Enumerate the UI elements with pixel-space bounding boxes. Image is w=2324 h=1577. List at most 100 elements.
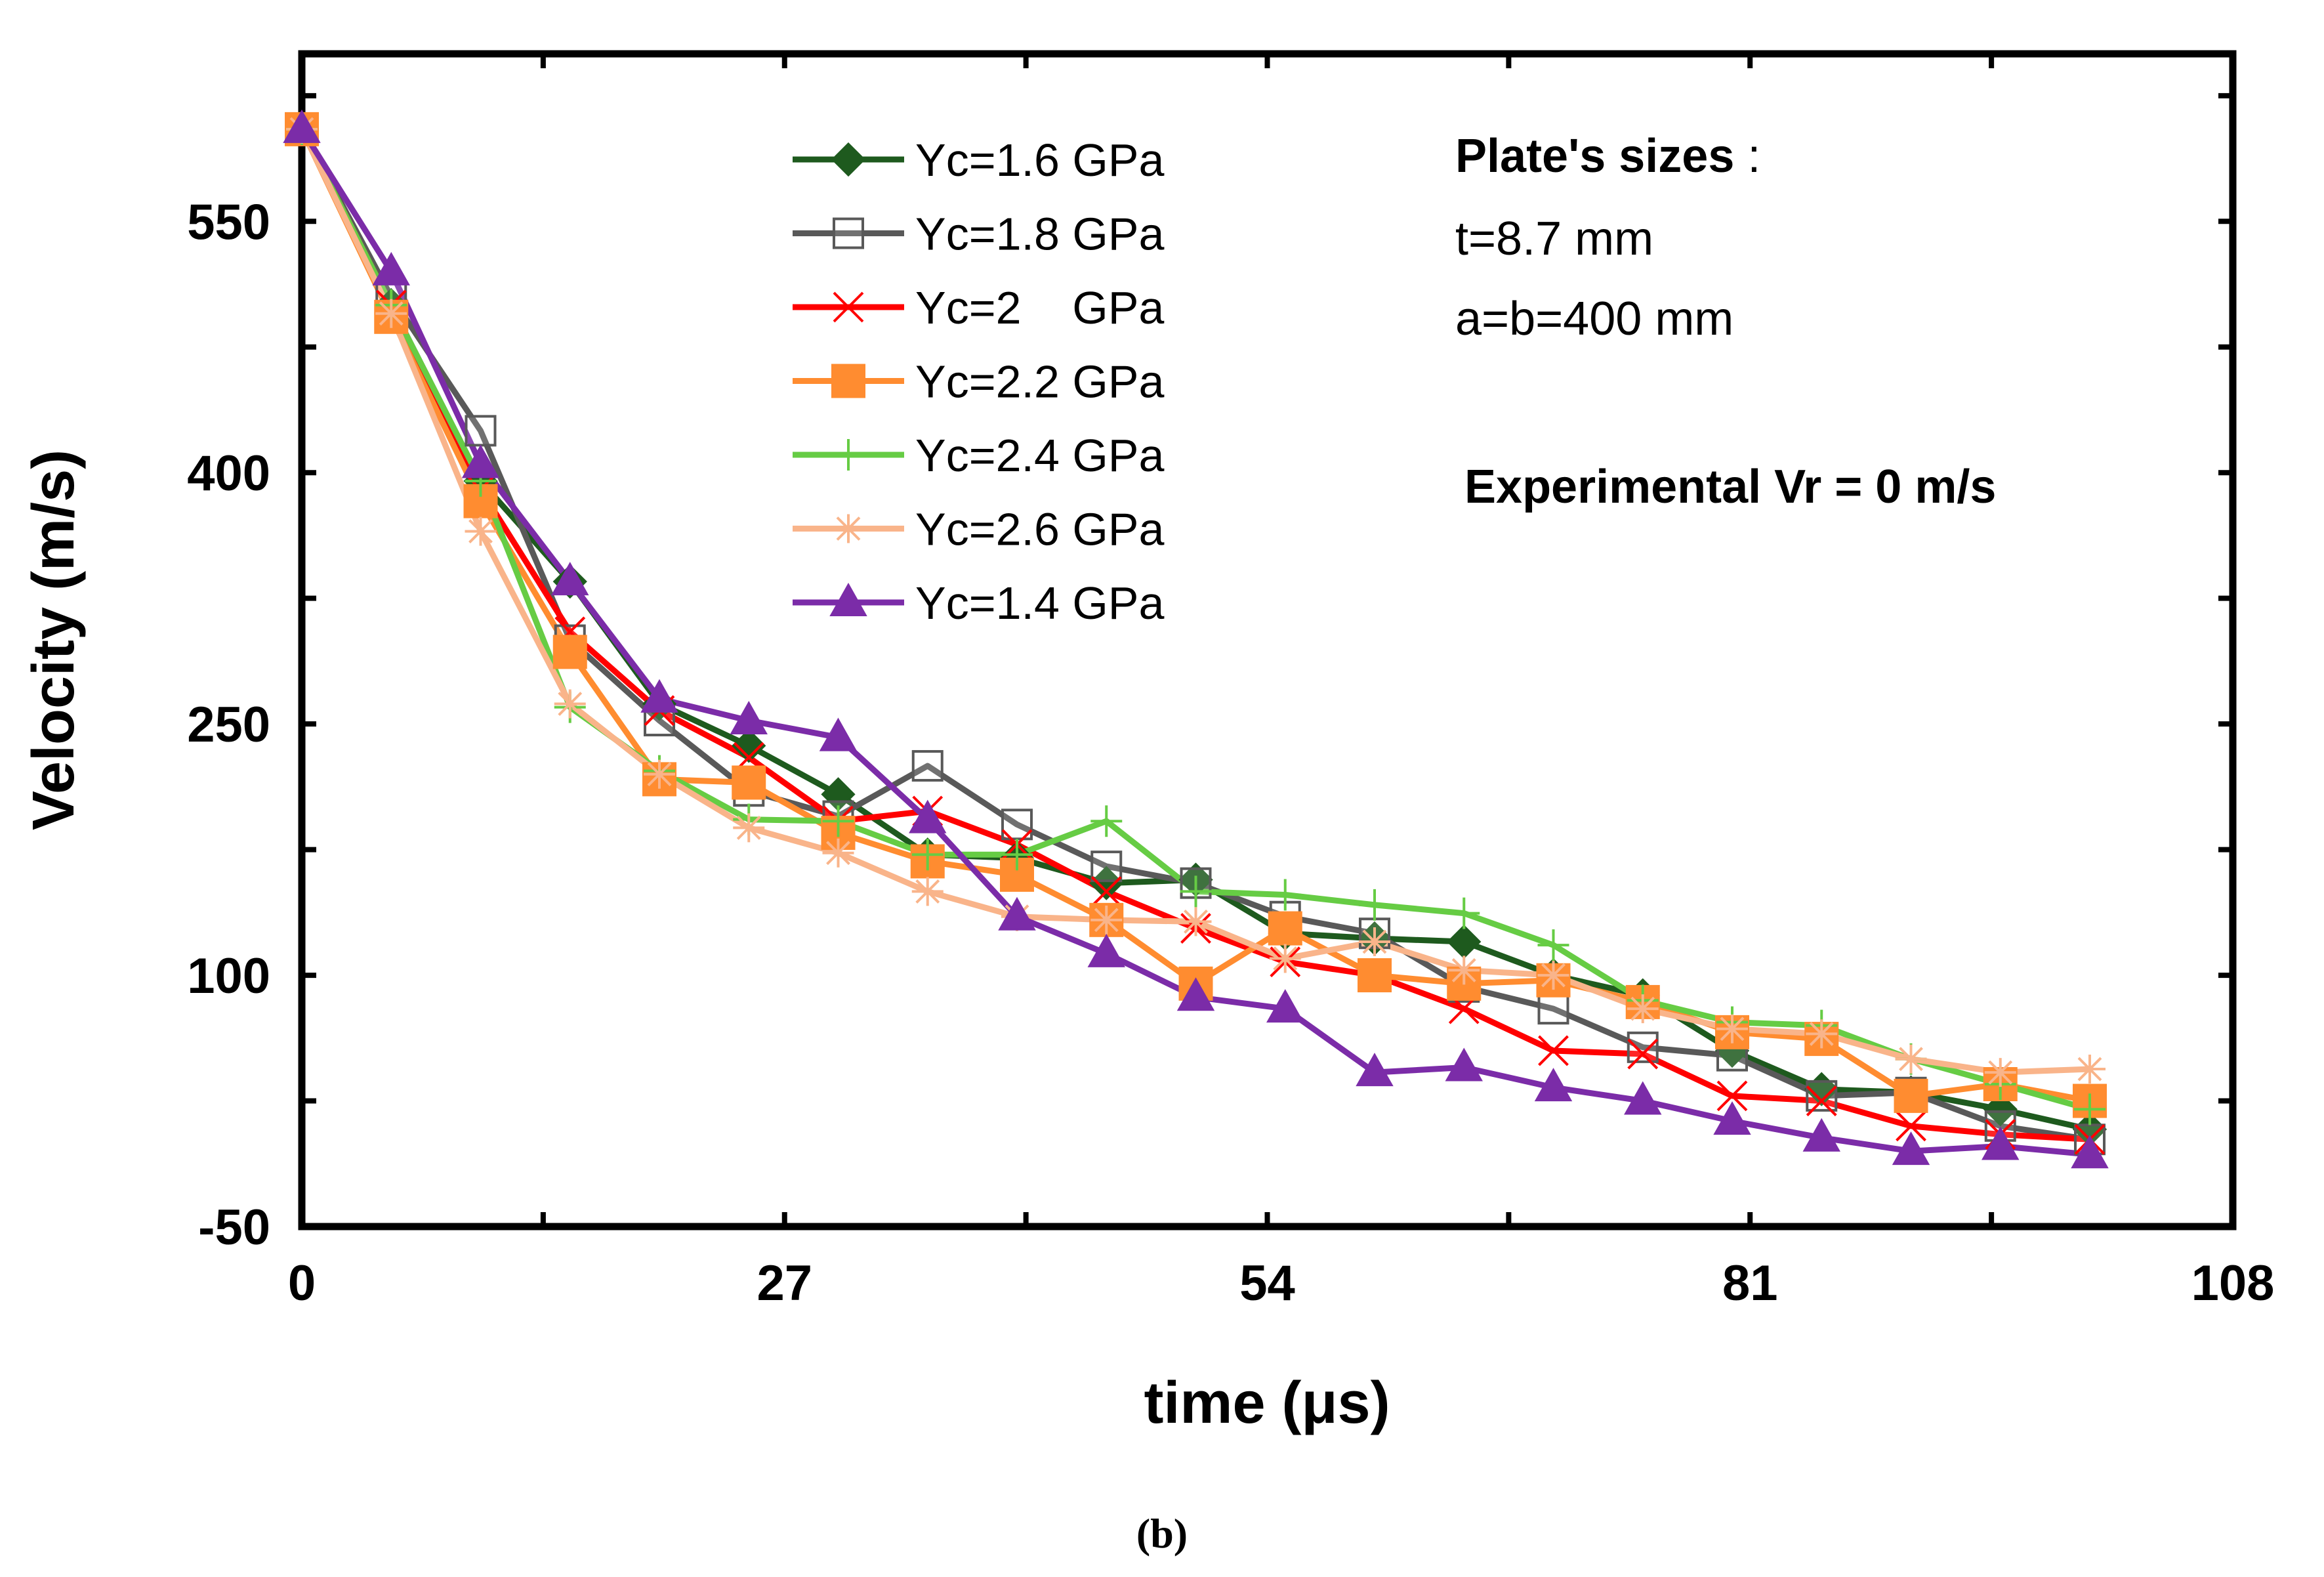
data-point bbox=[1087, 933, 1125, 967]
legend-label: Yc=1.8 GPa bbox=[915, 209, 1164, 260]
data-point bbox=[1806, 1085, 1837, 1116]
data-point bbox=[1445, 1047, 1483, 1082]
data-point bbox=[465, 415, 497, 447]
data-point bbox=[1802, 1118, 1840, 1152]
data-point bbox=[1269, 879, 1301, 911]
legend-marker bbox=[833, 514, 864, 543]
data-point bbox=[1624, 1081, 1662, 1115]
data-point bbox=[1627, 1038, 1659, 1070]
data-point bbox=[1896, 1110, 1926, 1142]
data-point bbox=[1448, 956, 1480, 985]
y-tick-label: 400 bbox=[187, 446, 270, 501]
data-point bbox=[1716, 1080, 1748, 1112]
data-point bbox=[1447, 924, 1482, 959]
y-axis-title: Velocity (m/s) bbox=[21, 450, 87, 830]
data-point bbox=[1359, 889, 1390, 921]
legend-marker bbox=[833, 217, 864, 249]
plate-dimensions: a=b=400 mm bbox=[1455, 293, 1733, 345]
x-tick-label: 54 bbox=[1239, 1255, 1295, 1311]
legend-marker bbox=[829, 582, 867, 616]
x-tick-labels: 0 27 54 81 108 bbox=[288, 1255, 2275, 1311]
legend-label: Yc=2.2 GPa bbox=[915, 356, 1164, 408]
data-point bbox=[1448, 897, 1480, 929]
data-point bbox=[461, 444, 500, 478]
legend-label: Yc=2.6 GPa bbox=[915, 504, 1164, 555]
data-point bbox=[1090, 876, 1122, 907]
x-tick-label: 0 bbox=[288, 1255, 316, 1311]
data-point bbox=[1090, 851, 1123, 883]
figure-caption: (b) bbox=[1136, 1510, 1188, 1557]
data-point bbox=[2071, 1135, 2109, 1169]
data-point bbox=[1892, 1131, 1930, 1166]
plate-sizes-title: Plate's sizes : bbox=[1455, 130, 1760, 182]
legend-label: Yc=1.6 GPa bbox=[915, 135, 1164, 186]
data-point bbox=[822, 805, 854, 837]
legend-marker bbox=[833, 291, 864, 323]
y-tick-label: 550 bbox=[187, 194, 270, 250]
data-point bbox=[1180, 875, 1212, 908]
data-point bbox=[1090, 905, 1123, 935]
data-point bbox=[1806, 1080, 1838, 1112]
data-point bbox=[732, 728, 766, 763]
data-point bbox=[1982, 1126, 2020, 1160]
data-point bbox=[372, 251, 410, 285]
series-line bbox=[299, 127, 2090, 1104]
data-point bbox=[1984, 1058, 2016, 1087]
legend-label: Yc=2.4 GPa bbox=[915, 430, 1164, 481]
data-point bbox=[1894, 1078, 1928, 1113]
data-point bbox=[644, 759, 675, 789]
data-point bbox=[909, 799, 947, 833]
legend-marker bbox=[831, 142, 866, 177]
data-point bbox=[1895, 1044, 1927, 1074]
data-point bbox=[1001, 839, 1033, 871]
plate-thickness: t=8.7 mm bbox=[1455, 213, 1653, 265]
plate-sizes-heading: Plate's sizes bbox=[1455, 130, 1734, 182]
data-point bbox=[1266, 989, 1304, 1023]
experimental-velocity-note: Experimental Vr = 0 m/s bbox=[1464, 461, 1996, 513]
data-point bbox=[822, 838, 854, 868]
data-point bbox=[1268, 911, 1302, 946]
data-point bbox=[911, 749, 944, 782]
legend-label: Yc=1.4 GPa bbox=[915, 578, 1164, 629]
legend: Yc=1.6 GPa Yc=1.8 GPa Yc=2 GPa Yc=2.2 GPa Yc… bbox=[793, 135, 1164, 629]
data-point bbox=[1537, 993, 1569, 1025]
data-point bbox=[733, 813, 765, 843]
x-axis-title: time (μs) bbox=[1144, 1370, 1390, 1436]
data-point bbox=[1356, 1053, 1394, 1087]
data-point bbox=[2074, 1093, 2106, 1125]
data-point bbox=[375, 299, 407, 328]
data-point bbox=[730, 700, 768, 735]
data-point bbox=[1358, 958, 1392, 993]
y-tick-labels: -50 100 250 400 550 bbox=[187, 194, 270, 1255]
data-point bbox=[1627, 994, 1659, 1024]
data-point bbox=[1716, 1014, 1748, 1043]
data-point bbox=[554, 689, 586, 719]
y-tick-label: 100 bbox=[187, 948, 270, 1004]
data-point bbox=[911, 839, 944, 871]
series-line bbox=[299, 127, 2091, 1112]
data-point bbox=[1806, 1019, 1838, 1049]
data-point bbox=[465, 516, 497, 546]
data-point bbox=[640, 679, 678, 713]
data-point bbox=[732, 765, 766, 800]
y-tick-label: 250 bbox=[187, 697, 270, 753]
data-point bbox=[998, 896, 1036, 931]
plot-frame bbox=[298, 50, 2237, 1230]
data-point bbox=[1089, 866, 1124, 900]
data-point bbox=[1537, 961, 1569, 990]
data-point bbox=[911, 877, 944, 906]
data-point bbox=[1359, 927, 1390, 957]
data-point bbox=[1537, 929, 1569, 961]
data-point bbox=[1713, 1101, 1751, 1135]
data-point bbox=[2074, 1055, 2106, 1084]
data-point bbox=[1538, 1035, 1569, 1066]
data-point bbox=[1534, 1068, 1573, 1102]
data-point bbox=[1627, 1031, 1659, 1063]
data-point bbox=[1176, 977, 1215, 1011]
legend-marker bbox=[833, 439, 864, 471]
x-tick-label: 27 bbox=[757, 1255, 812, 1311]
legend-label: Yc=2 GPa bbox=[915, 282, 1164, 333]
y-tick-label: -50 bbox=[198, 1200, 270, 1255]
legend-marker bbox=[831, 364, 865, 398]
